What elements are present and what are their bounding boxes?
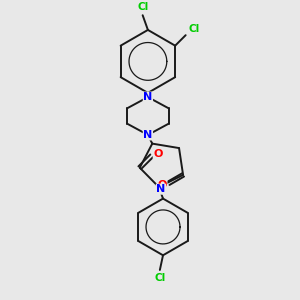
Text: N: N: [143, 92, 152, 102]
Text: Cl: Cl: [188, 24, 200, 34]
Text: N: N: [143, 130, 152, 140]
Text: N: N: [156, 184, 166, 194]
Text: Cl: Cl: [137, 2, 148, 12]
Text: Cl: Cl: [154, 273, 166, 284]
Text: O: O: [153, 149, 163, 159]
Text: O: O: [158, 180, 167, 190]
